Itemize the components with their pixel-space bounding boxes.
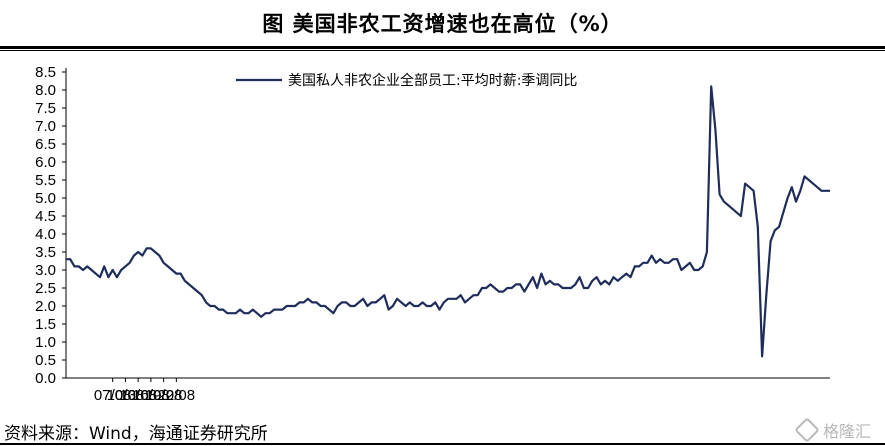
y-tick-label: 5.5 [35, 172, 56, 189]
y-tick-label: 6.5 [35, 136, 56, 153]
title-divider [0, 46, 885, 49]
x-tick-label: 19/08 [145, 387, 183, 404]
y-tick-label: 1.0 [35, 334, 56, 351]
y-tick-label: 5.0 [35, 190, 56, 207]
y-tick-label: 3.5 [35, 244, 56, 261]
y-tick-label: 2.0 [35, 298, 56, 315]
legend-label: 美国私人非农企业全部员工:平均时薪:季调同比 [288, 72, 577, 89]
source-note: 资料来源：Wind，海通证券研究所 [4, 424, 268, 444]
series-line [66, 85, 830, 358]
watermark: 格隆汇 [794, 417, 871, 443]
y-tick-label: 7.5 [35, 100, 56, 117]
y-tick-label: 4.0 [35, 226, 56, 243]
y-tick-label: 3.0 [35, 262, 56, 279]
x-tick-label: 13/08 [119, 387, 157, 404]
y-tick-label: 8.0 [35, 82, 56, 99]
y-tick-label: 1.5 [35, 316, 56, 333]
x-tick-label: 16/08 [132, 387, 170, 404]
x-tick-label: 10/08 [107, 387, 145, 404]
y-tick-label: 0.0 [35, 370, 56, 387]
y-tick-label: 2.5 [35, 280, 56, 297]
y-tick-label: 0.5 [35, 352, 56, 369]
title-divider-thin [0, 50, 885, 51]
y-tick-label: 7.0 [35, 118, 56, 135]
x-tick-label: 22/08 [158, 387, 196, 404]
watermark-text: 格隆汇 [822, 422, 871, 441]
bottom-divider [0, 443, 885, 445]
y-tick-label: 8.5 [35, 64, 56, 81]
y-tick-label: 6.0 [35, 154, 56, 171]
watermark-logo-icon [794, 417, 820, 443]
x-tick-label: 07/08 [94, 387, 132, 404]
page-title: 图 美国非农工资增速也在高位（%） [262, 12, 623, 36]
y-tick-label: 4.5 [35, 208, 56, 225]
